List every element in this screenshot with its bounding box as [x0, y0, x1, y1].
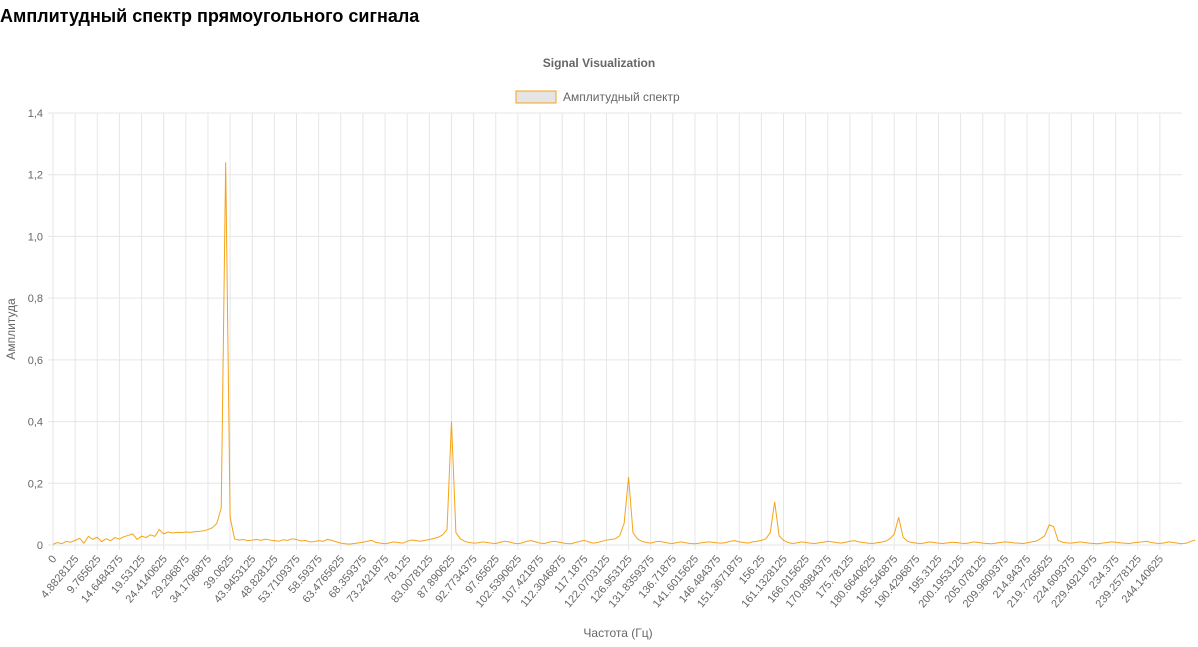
y-tick-label: 0,6 — [28, 355, 43, 367]
y-axis-label: Амплитуда — [4, 298, 18, 360]
x-tick-label: 0 — [46, 553, 59, 565]
chart-title: Signal Visualization — [543, 56, 655, 70]
y-tick-label: 0 — [37, 540, 43, 552]
y-tick-label: 0,4 — [28, 417, 43, 429]
y-tick-label: 1,2 — [28, 170, 43, 182]
legend-swatch[interactable] — [515, 90, 557, 104]
y-tick-label: 1,4 — [28, 108, 43, 120]
x-axis-label: Частота (Гц) — [583, 626, 652, 640]
legend[interactable]: Амплитудный спектр — [515, 90, 680, 104]
y-tick-label: 0,2 — [28, 478, 43, 490]
legend-label[interactable]: Амплитудный спектр — [563, 90, 680, 104]
page-title: Амплитудный спектр прямоугольного сигнал… — [0, 6, 420, 26]
x-axis: 04.88281259.76562514.648437519.5312524.4… — [39, 553, 1166, 610]
y-tick-label: 0,8 — [28, 293, 43, 305]
y-axis: 0 0,2 0,4 0,6 0,8 1,0 1,2 1,4 — [28, 108, 43, 552]
y-tick-label: 1,0 — [28, 231, 43, 243]
series-line-amplitude-spectrum — [52, 162, 1196, 545]
grid — [48, 112, 1182, 550]
